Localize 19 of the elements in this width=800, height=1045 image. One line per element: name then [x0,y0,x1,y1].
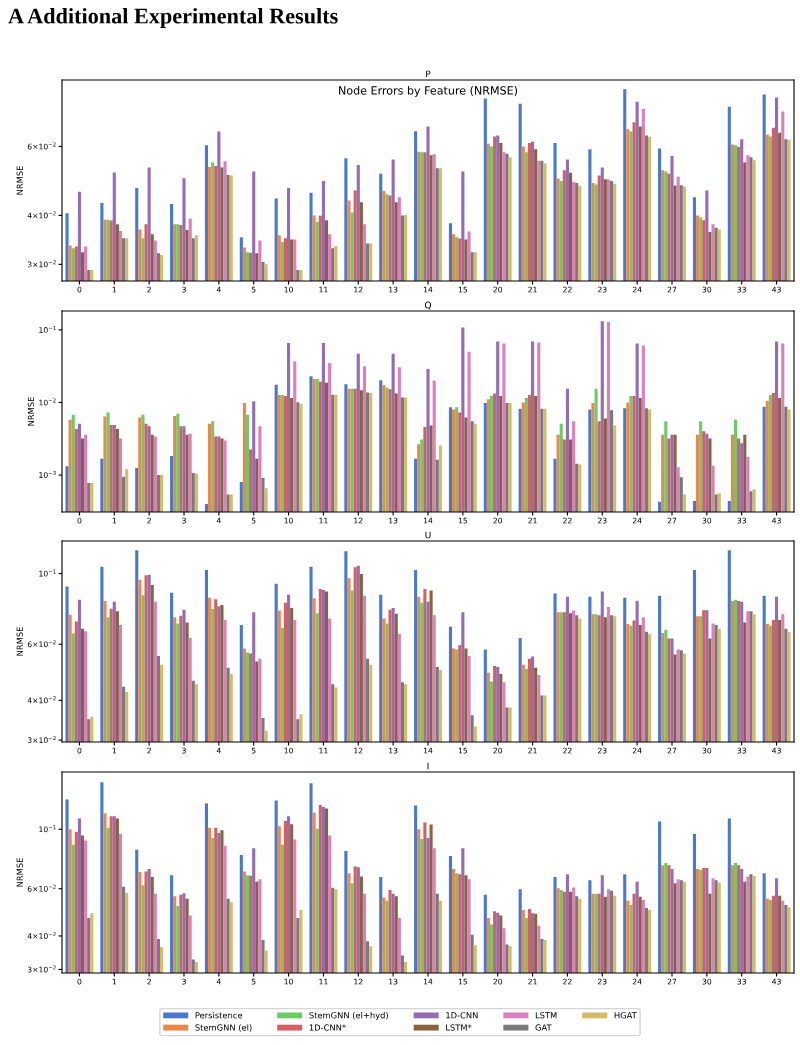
legend-label: StemGNN (el) [195,1024,252,1032]
legend-label: HGAT [614,1012,637,1019]
legend-label: LSTM* [446,1024,472,1031]
y-axis-title: NRMSE [16,858,23,887]
legend-label: StemGNN (el+hyd) [309,1011,388,1021]
legend-label: 1D-CNN [446,1012,478,1019]
chart-title: U [425,531,431,539]
y-axis-title: NRMSE [16,627,23,656]
chart-title: P [426,70,431,78]
y-axis-title: NRMSE [16,166,23,195]
legend-label: 1D-CNN* [309,1024,346,1031]
chart-title: Q [424,301,432,310]
y-axis-title: NRMSE [27,397,35,426]
legend-label: GAT [535,1024,552,1031]
annotation: Node Errors by Feature (NRMSE) [339,86,518,97]
text: A Additional Experimental Results [8,7,338,29]
legend-label: Persistence [195,1011,243,1019]
chart-title: I [427,762,429,770]
legend-label: LSTM [535,1012,557,1019]
